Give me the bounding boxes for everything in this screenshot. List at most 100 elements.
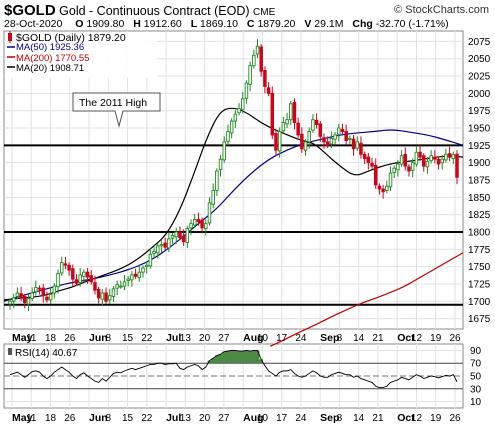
annotation-2011-high: The 2011 High [72, 92, 161, 128]
legend-item-ma50: MA(50) 1925.36 [7, 42, 84, 53]
candle-body [48, 293, 53, 301]
candlestick [48, 287, 53, 305]
candle-body [355, 141, 360, 149]
candlestick [93, 275, 97, 295]
high-value: 1912.60 [143, 18, 182, 30]
candle-body [178, 231, 182, 238]
candlestick [425, 157, 430, 174]
y-tick-label: 1950 [468, 124, 491, 135]
candlestick [229, 118, 234, 139]
x-tick-label: Sep [320, 332, 339, 344]
candle-body [403, 153, 408, 167]
candlestick [148, 248, 153, 269]
candlestick [337, 123, 341, 142]
x-tick-label: 26 [449, 333, 461, 344]
candle-body [447, 153, 452, 158]
x-tick-label: 12 [411, 333, 423, 344]
rsi-x-tick-label: 14 [353, 413, 365, 424]
rsi-x-tick-label: Jun [89, 412, 108, 424]
candle-body [115, 284, 119, 289]
candlestick [141, 265, 145, 278]
candle-body [252, 54, 256, 67]
description: Gold - Continuous Contract (EOD) [59, 4, 250, 18]
candle-body [381, 188, 385, 193]
candle-body [63, 263, 68, 266]
y-tick-label: 1900 [468, 158, 491, 169]
y-tick-label: 1725 [468, 279, 491, 290]
legend-item-ma200: MA(200) 1770.55 [7, 53, 89, 64]
candle-body [141, 267, 145, 273]
candlestick [237, 103, 241, 116]
candlestick [23, 293, 27, 309]
candlestick [126, 276, 130, 287]
candlestick [451, 151, 456, 165]
x-tick-label: 27 [218, 333, 230, 344]
candlestick [74, 274, 79, 287]
candlestick [215, 168, 219, 196]
y-tick-label: 1850 [468, 193, 491, 204]
rsi-label-text: RSI(14) 40.67 [15, 348, 78, 359]
y-tick-label: 1675 [468, 314, 491, 325]
date: 28-Oct-2020 [4, 18, 63, 30]
stockcharts-watermark: © StockCharts.com [394, 4, 489, 16]
y-tick-label: 2075 [468, 37, 491, 48]
candlestick [82, 269, 86, 282]
rsi-x-tick-label: 20 [199, 413, 211, 424]
candle-body [133, 273, 138, 277]
candlestick [307, 127, 311, 149]
rsi-x-tick-label: Sep [320, 412, 339, 424]
candle-body [78, 274, 82, 284]
candle-body [285, 119, 289, 125]
candlestick [381, 184, 385, 199]
candlestick [211, 183, 215, 209]
candle-body [385, 185, 389, 191]
candlestick [263, 66, 267, 94]
candlestick [418, 145, 422, 162]
candlestick [403, 147, 408, 171]
candlestick [71, 264, 75, 287]
candle-body [189, 223, 193, 229]
candle-body [337, 127, 341, 135]
candle-body [26, 298, 31, 305]
candle-body [148, 253, 153, 267]
candle-body [85, 271, 90, 278]
rsi-label: RSI(14) 40.67 [8, 348, 78, 359]
candle-body [266, 87, 271, 94]
candle-body [333, 134, 337, 140]
rsi-x-tick-label: 24 [295, 413, 307, 424]
rsi-x-tick-label: 10 [257, 413, 269, 424]
y-tick-label: 1700 [468, 297, 491, 308]
legend-ma50-text: MA(50) 1925.36 [16, 42, 84, 53]
candlestick [348, 135, 352, 145]
x-tick-label: 14 [353, 333, 365, 344]
y-tick-label: 2000 [468, 89, 491, 100]
candle-body [11, 297, 16, 302]
candle-body [289, 103, 293, 121]
rsi-line [9, 349, 458, 388]
candlestick [444, 148, 448, 163]
rsi-overbought-fill [207, 350, 264, 364]
rsi-x-tick-label: 12 [411, 413, 423, 424]
candle-body [311, 119, 315, 131]
y-tick-label: 1775 [468, 245, 491, 256]
candle-body [93, 282, 97, 291]
candle-body [82, 271, 86, 277]
x-tick-label: Jul [166, 332, 181, 344]
candle-body [41, 287, 45, 297]
candle-body [399, 155, 404, 165]
x-tick-label: Oct [397, 332, 415, 344]
y-tick-label: 1800 [468, 227, 491, 238]
candle-body [444, 153, 448, 161]
candlestick [255, 39, 260, 59]
candle-body [418, 151, 422, 158]
candlestick [185, 225, 190, 248]
x-tick-label: 13 [180, 333, 192, 344]
candlestick [137, 265, 142, 282]
candle-body [244, 82, 249, 99]
x-tick-label: 15 [122, 333, 134, 344]
candlestick [167, 231, 171, 253]
candle-body [362, 153, 367, 159]
candle-body [200, 219, 204, 229]
candle-body [226, 131, 230, 142]
